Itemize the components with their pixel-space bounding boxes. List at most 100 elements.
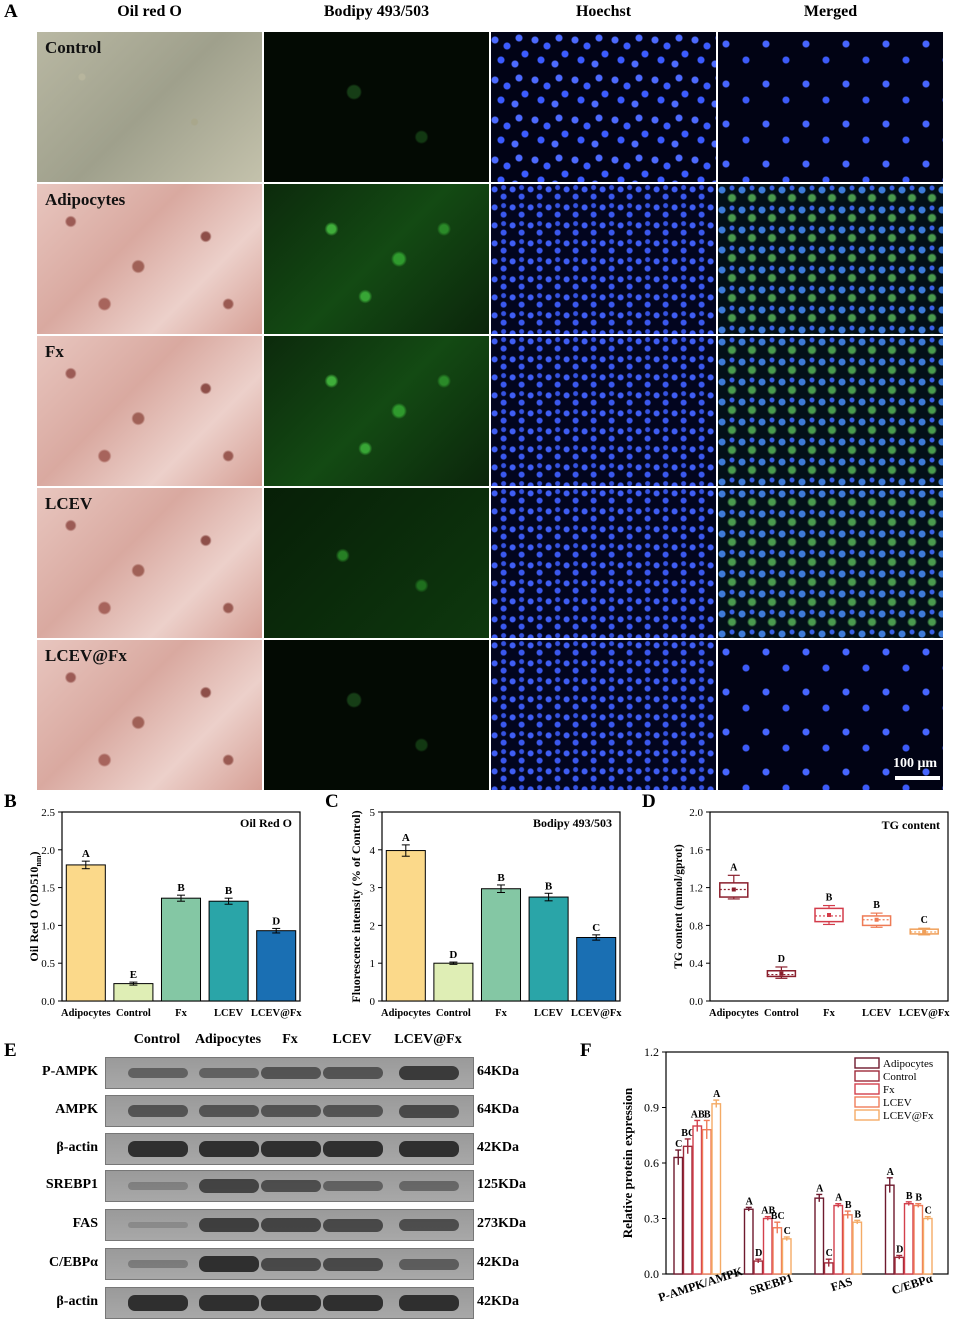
micrograph-adipocytes-oil-red-o: Adipocytes [37, 184, 262, 334]
row-label-control: Control [45, 38, 102, 57]
wb-band [399, 1065, 459, 1081]
wb-lane-header-fx: Fx [282, 1032, 298, 1047]
bodipy-bar-lcev-fx [576, 936, 617, 1002]
wb-band [399, 1295, 459, 1311]
protein-sig-letter: A [835, 1193, 843, 1204]
wb-band [323, 1105, 383, 1117]
protein-bar-fx-fas [833, 1204, 844, 1275]
bodipy-xtick-label: LCEV [534, 1008, 564, 1019]
protein-ytick-label: 0.0 [644, 1267, 659, 1281]
panel-label-e: E [4, 1040, 17, 1061]
wb-band [199, 1067, 259, 1079]
protein-sig-letter: B [915, 1193, 922, 1204]
bodipy-ytick-label: 5 [370, 807, 376, 819]
tg-mean-marker [922, 930, 927, 935]
protein-xtick-label: FAS [829, 1274, 854, 1294]
bodipy-bar-fx [480, 888, 522, 1002]
micrograph-fx-hoechst [491, 336, 716, 486]
protein-bar-adipocytes-fas [814, 1197, 825, 1275]
row-label-adipocytes: Adipocytes [45, 190, 126, 209]
protein-xtick-label: C/EBPα [890, 1271, 935, 1297]
legend-label-lcev-fx: LCEV@Fx [883, 1110, 934, 1122]
wb-lane-header-lcev-fx: LCEV@Fx [394, 1032, 462, 1047]
legend-swatch-lcev [854, 1096, 880, 1108]
protein-bar-lcev-p-ampk-ampk [701, 1128, 712, 1275]
oilred-xtick-label: LCEV [214, 1008, 244, 1019]
bodipy-ytick-label: 2 [370, 920, 376, 932]
protein-bar-lcev-srebp1 [772, 1227, 783, 1275]
protein-sig-letter: BC [681, 1128, 695, 1139]
legend-label-adipocytes: Adipocytes [883, 1058, 933, 1070]
protein-sig-letter: C [784, 1226, 791, 1237]
wb-kda-label: 125KDa [477, 1177, 526, 1192]
bodipy-title: Bodipy 493/503 [533, 816, 612, 830]
oilred-bar-lcev-fx [256, 930, 297, 1002]
protein-bar-lcev-fx-c-ebp [922, 1217, 933, 1275]
oilred-ytick-label: 0.5 [41, 958, 55, 970]
row-label-lcev: LCEV [45, 494, 93, 513]
wb-band [199, 1218, 259, 1232]
wb-band [323, 1067, 383, 1079]
tg-xtick-label: Adipocytes [709, 1008, 759, 1019]
protein-bar-control-srebp1 [753, 1260, 764, 1275]
wb-row-label-actin: β-actin [56, 1140, 98, 1155]
oilred-ylabel-main: Oil Red O (OD510 [27, 867, 41, 962]
wb-row-label-c-ebp: C/EBPα [48, 1255, 98, 1270]
bodipy-sig-letter: D [449, 949, 457, 961]
bodipy-bar-adipocytes [385, 850, 426, 1002]
bodipy-bar-lcev [528, 896, 569, 1002]
panel-label-b: B [4, 791, 17, 812]
bodipy-ytick-label: 1 [370, 958, 376, 970]
tg-xtick-label: Fx [823, 1008, 835, 1019]
bodipy-sig-letter: C [592, 922, 600, 934]
protein-sig-letter: C [675, 1139, 682, 1150]
oilred-sig-letter: D [272, 915, 280, 927]
wb-band [323, 1257, 383, 1271]
bodipy-xtick-label: LCEV@Fx [571, 1008, 622, 1019]
oilred-ylabel-sub: nm [34, 855, 43, 866]
legend-swatch-fx [854, 1083, 880, 1095]
panel-label-a: A [4, 1, 18, 22]
oilred-sig-letter: B [177, 882, 185, 894]
protein-sig-letter: A [713, 1089, 721, 1100]
protein-bar-fx-p-ampk-ampk [692, 1125, 703, 1275]
protein-sig-letter: D [896, 1245, 903, 1256]
oilred-ylabel-end: ) [27, 851, 41, 855]
protein-bar-lcev-fx-srebp1 [781, 1238, 792, 1275]
oilred-ytick-label: 1.5 [41, 883, 55, 895]
protein-ytick-label: 0.9 [644, 1101, 659, 1115]
protein-sig-letter: AB [691, 1109, 705, 1120]
micrograph-lcev-fx-hoechst [491, 640, 716, 790]
legend-label-control: Control [883, 1071, 917, 1083]
bodipy-ylabel: Fluorescence intensity (% of Control) [349, 810, 363, 1002]
wb-band [128, 1105, 188, 1117]
bodipy-sig-letter: B [497, 872, 505, 884]
oilred-bar-fx [160, 897, 202, 1002]
wb-band [323, 1295, 383, 1311]
micrograph-control-hoechst [491, 32, 716, 182]
bodipy-sig-letter: A [402, 832, 410, 844]
wb-band [128, 1182, 188, 1190]
panel-label-f: F [580, 1040, 592, 1061]
wb-band [399, 1181, 459, 1191]
oilred-xtick-label: Control [116, 1008, 151, 1019]
protein-sig-letter: B [854, 1209, 861, 1220]
wb-band [199, 1295, 259, 1311]
protein-sig-letter: BC [771, 1211, 785, 1222]
oilred-ytick-label: 2.5 [41, 807, 55, 819]
protein-sig-letter: C [826, 1248, 833, 1259]
panel-label-c: C [325, 791, 339, 812]
column-header-hoechst: Hoechst [575, 3, 632, 20]
row-label-lcev-fx: LCEV@Fx [45, 646, 127, 665]
protein-bar-fx-c-ebp [903, 1202, 914, 1275]
oilred-ytick-label: 0.0 [41, 996, 55, 1008]
legend-swatch-lcev-fx [854, 1109, 880, 1121]
micrograph-lcev-hoechst [491, 488, 716, 638]
bodipy-ytick-label: 4 [370, 845, 376, 857]
tg-mean-marker [874, 917, 879, 922]
bodipy-sig-letter: B [545, 880, 553, 892]
wb-kda-label: 64KDa [477, 1064, 519, 1079]
wb-kda-label: 42KDa [477, 1255, 519, 1270]
micrograph-control-oil-red-o: Control [37, 32, 262, 182]
